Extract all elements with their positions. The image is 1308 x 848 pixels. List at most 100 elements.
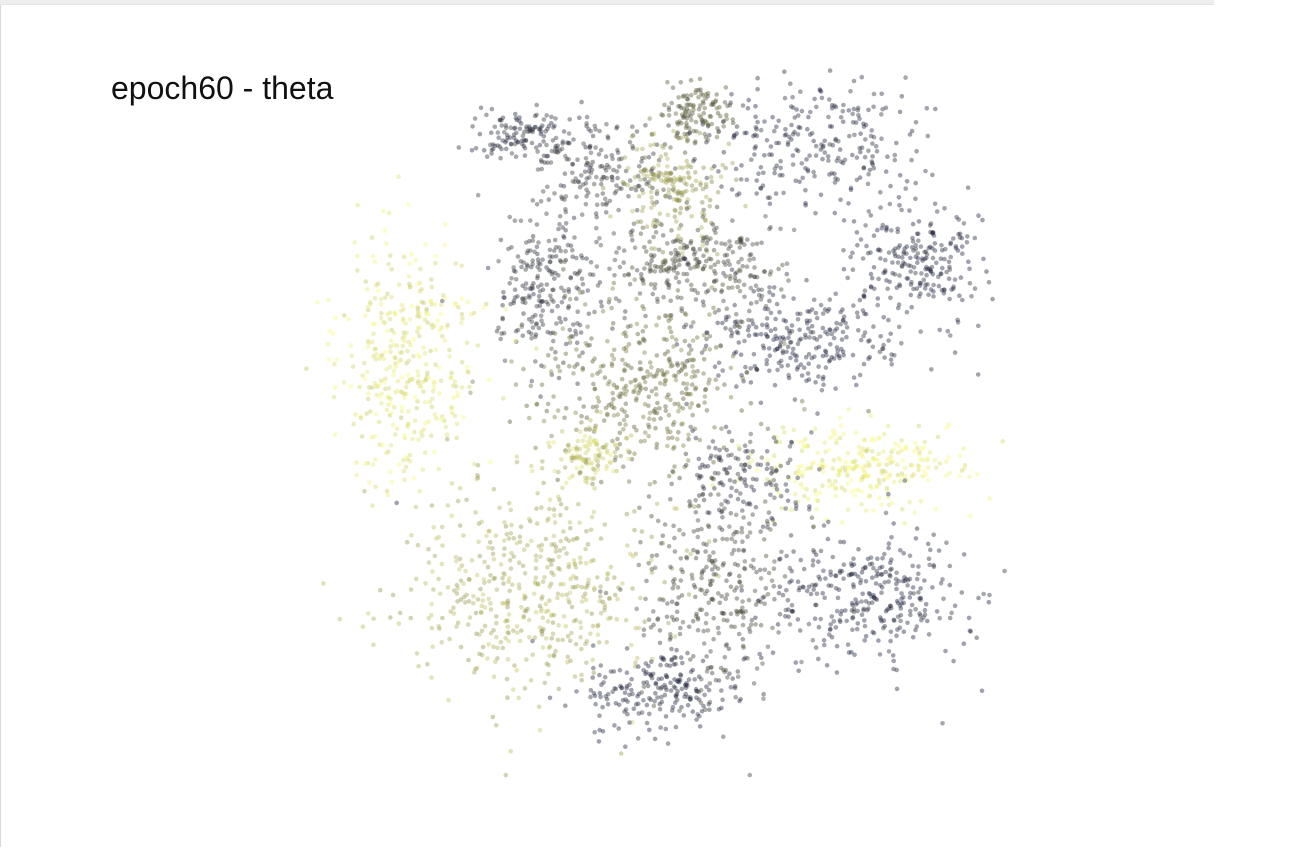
scatter-point — [734, 240, 740, 245]
scatter-point — [945, 455, 951, 460]
scatter-point — [648, 625, 654, 630]
scatter-point — [765, 461, 770, 467]
scatter-point — [695, 227, 701, 233]
scatter-point — [553, 135, 559, 141]
scatter-point — [704, 336, 709, 342]
scatter-point — [898, 479, 903, 484]
scatter-point — [521, 613, 527, 619]
scatter-point — [399, 409, 405, 414]
scatter-point — [612, 191, 618, 196]
scatter-point — [659, 222, 664, 227]
scatter-point — [505, 618, 510, 623]
scatter-point — [624, 686, 629, 691]
scatter-point — [623, 361, 628, 367]
scatter-point — [583, 201, 589, 207]
scatter-point — [884, 475, 889, 481]
scatter-point — [568, 658, 573, 664]
scatter-point — [716, 129, 722, 134]
scatter-point — [747, 274, 753, 279]
scatter-point — [486, 377, 492, 382]
scatter-point — [840, 465, 845, 471]
scatter-point — [755, 75, 760, 81]
scatter-point — [836, 472, 841, 478]
scatter-point — [669, 646, 674, 652]
scatter-point — [851, 609, 857, 615]
scatter-point — [591, 429, 597, 434]
scatter-point — [716, 591, 721, 596]
scatter-point — [662, 378, 668, 384]
scatter-point — [528, 383, 534, 389]
scatter-point — [879, 91, 884, 97]
scatter-point — [758, 165, 764, 170]
scatter-point — [426, 547, 431, 552]
scatter-point — [530, 238, 536, 243]
scatter-point — [604, 640, 610, 645]
scatter-point — [716, 471, 721, 476]
scatter-point — [735, 669, 741, 674]
scatter-point — [737, 579, 742, 585]
scatter-point — [923, 282, 928, 288]
scatter-point — [490, 146, 496, 152]
scatter-point — [903, 444, 908, 449]
scatter-point — [566, 157, 571, 162]
scatter-point — [830, 482, 835, 488]
scatter-point — [577, 353, 582, 359]
scatter-point — [682, 363, 687, 368]
scatter-point — [690, 247, 696, 252]
scatter-point — [673, 694, 679, 699]
scatter-point — [716, 492, 721, 497]
scatter-point — [777, 344, 783, 350]
scatter-point — [538, 199, 544, 204]
scatter-point — [629, 265, 635, 270]
scatter-point — [674, 617, 680, 622]
scatter-point — [855, 574, 861, 579]
scatter-point — [616, 702, 622, 708]
scatter-point — [592, 693, 598, 699]
scatter-point — [685, 170, 691, 175]
scatter-point — [810, 330, 816, 335]
scatter-point — [861, 608, 866, 613]
scatter-point — [679, 192, 685, 198]
scatter-point — [577, 429, 583, 434]
scatter-point — [776, 118, 781, 124]
scatter-point — [651, 253, 657, 258]
scatter-point — [513, 111, 518, 117]
scatter-point — [738, 696, 743, 702]
scatter-point — [565, 633, 571, 639]
scatter-point — [580, 289, 585, 295]
scatter-point — [675, 197, 680, 202]
scatter-point — [535, 251, 540, 257]
scatter-point — [947, 296, 952, 302]
scatter-point — [869, 436, 875, 441]
scatter-point — [764, 357, 770, 363]
scatter-point — [676, 233, 681, 239]
scatter-point — [692, 249, 698, 255]
scatter-point — [876, 477, 881, 483]
scatter-point — [729, 187, 735, 192]
scatter-point — [675, 401, 681, 407]
scatter-point — [583, 459, 588, 465]
scatter-point — [720, 162, 725, 168]
scatter-point — [839, 337, 845, 342]
scatter-point — [829, 171, 835, 176]
scatter-point — [633, 702, 639, 707]
scatter-point — [597, 713, 602, 718]
scatter-point — [877, 481, 882, 486]
scatter-point — [699, 607, 705, 613]
scatter-point — [646, 494, 652, 499]
scatter-point — [679, 567, 684, 572]
scatter-point — [671, 184, 677, 190]
scatter-point — [634, 321, 640, 327]
scatter-point — [817, 490, 823, 496]
scatter-point — [904, 446, 909, 451]
scatter-point — [913, 120, 919, 125]
scatter-point — [647, 416, 652, 422]
top-scrollbar[interactable] — [0, 0, 1214, 5]
scatter-point — [640, 155, 645, 161]
scatter-point — [918, 597, 923, 603]
scatter-point — [635, 183, 641, 189]
scatter-point — [612, 450, 618, 455]
scatter-point — [589, 460, 594, 466]
scatter-point — [567, 140, 572, 146]
scatter-point — [798, 362, 804, 367]
